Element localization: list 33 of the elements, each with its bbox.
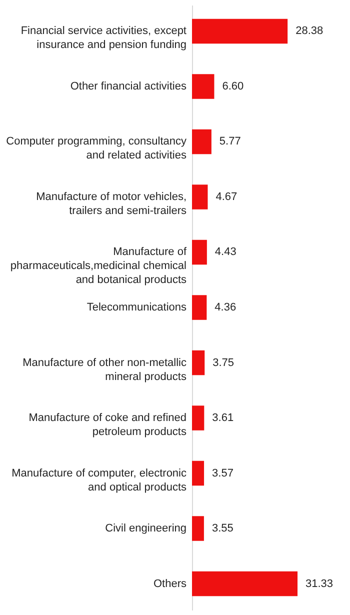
- data-label: 3.75: [212, 356, 234, 369]
- bar: [192, 571, 298, 596]
- y-tick-label: Civil engineering: [105, 522, 186, 535]
- bar: [192, 295, 207, 320]
- bar: [192, 406, 204, 430]
- y-tick-label: Manufacture of other non-metallic mineral products: [22, 356, 187, 383]
- y-tick-label: Manufacture of motor vehicles, trailers and semi-trailers: [36, 191, 187, 217]
- data-label: 4.36: [214, 302, 236, 314]
- data-label: 4.43: [214, 246, 236, 258]
- y-tick-label: Manufacture of computer, electronic and optical products: [12, 467, 187, 494]
- bar: [192, 240, 207, 265]
- bar: [192, 18, 288, 44]
- bar: [192, 350, 205, 376]
- data-label: 3.57: [212, 467, 234, 480]
- bar: [192, 460, 204, 486]
- data-label: 3.55: [212, 522, 234, 535]
- data-label: 3.61: [212, 412, 234, 424]
- data-label: 6.60: [222, 80, 244, 92]
- y-tick-label: Manufacture of pharmaceuticals,medicinal chemical and botanical products: [10, 246, 188, 286]
- y-tick-label: Computer programming, consultancy and related activities: [6, 136, 187, 162]
- data-label: 28.38: [296, 25, 324, 38]
- data-label: 4.67: [216, 191, 238, 203]
- bar: [192, 129, 212, 154]
- bar: [192, 184, 208, 210]
- y-tick-label: Telecommunications: [86, 302, 187, 314]
- data-label: 5.77: [219, 136, 241, 148]
- bar: [192, 74, 214, 99]
- bar: [192, 516, 204, 541]
- y-tick-label: Financial service activities, except insurance and pension funding: [20, 25, 186, 52]
- y-tick-label: Manufacture of coke and refined petroleum products: [28, 412, 187, 438]
- y-tick-label: Others: [153, 578, 187, 590]
- data-label: 31.33: [306, 578, 334, 590]
- y-tick-label: Other financial activities: [70, 80, 187, 92]
